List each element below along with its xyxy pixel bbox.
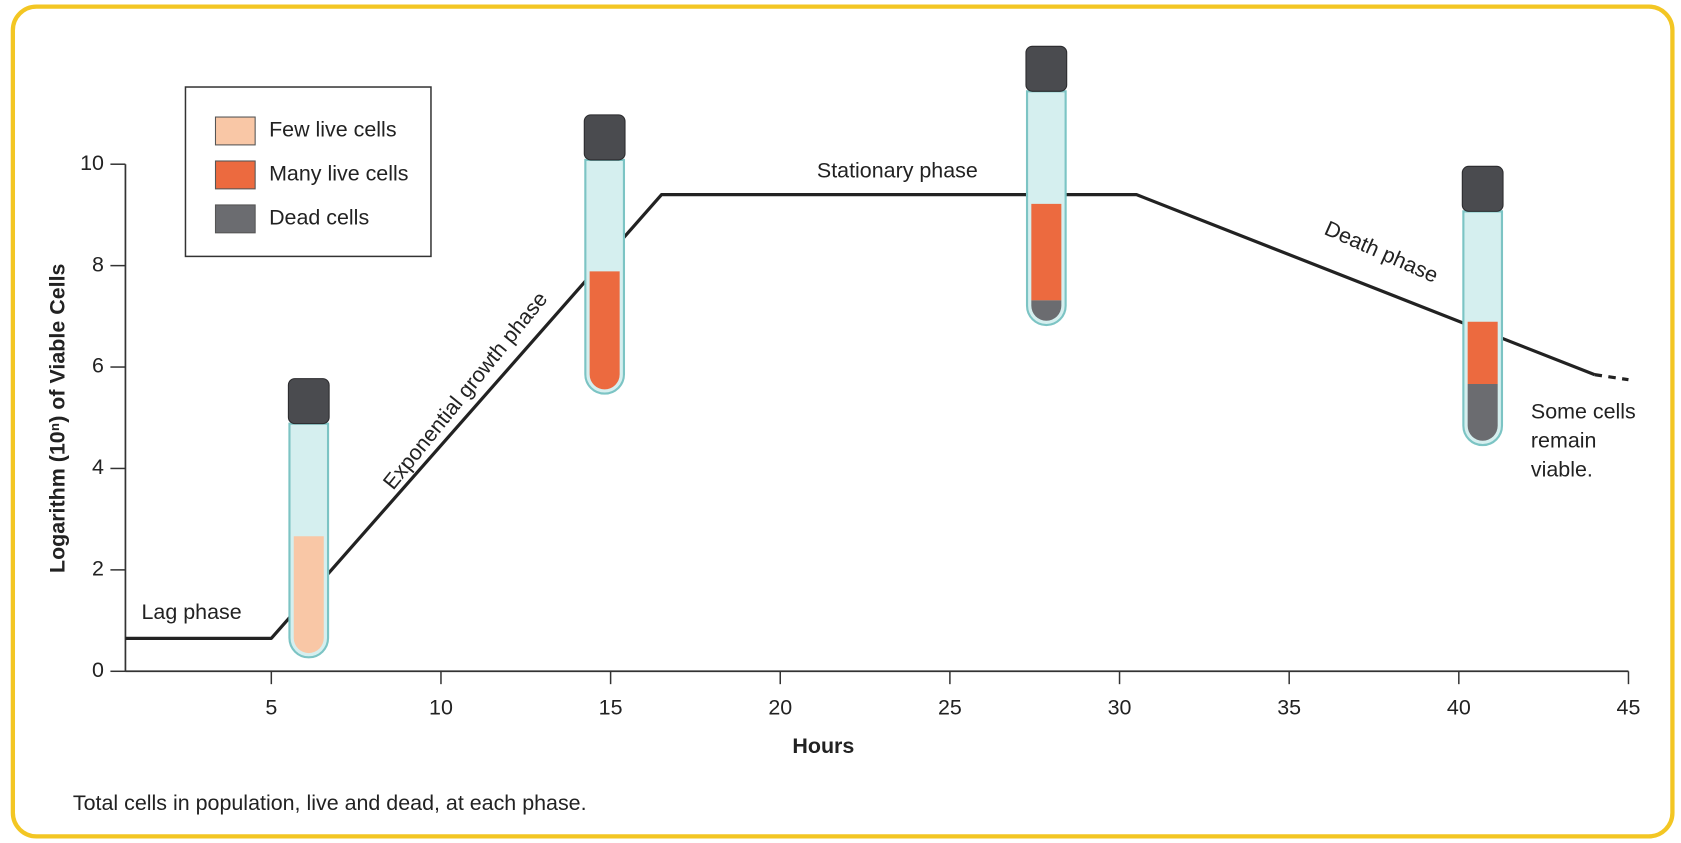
y-tick-label: 0: [92, 658, 104, 682]
x-tick-label: 5: [265, 695, 277, 719]
legend-label: Few live cells: [269, 118, 396, 142]
note-line: Some cells: [1531, 400, 1636, 424]
x-tick-label: 20: [768, 695, 792, 719]
x-axis-title: Hours: [792, 734, 854, 758]
tube-cap: [1461, 165, 1504, 212]
tube-contents: [589, 271, 620, 390]
y-tick-label: 4: [92, 455, 104, 479]
tube-cap: [1025, 45, 1068, 92]
legend-swatch: [214, 204, 256, 234]
growth-curve: [125, 193, 1596, 640]
x-tick-label: 35: [1277, 695, 1301, 719]
tube-contents: [293, 536, 324, 654]
x-tick-label: 30: [1108, 695, 1132, 719]
y-tick-label: 6: [92, 354, 104, 378]
y-tick-label: 10: [80, 151, 104, 175]
x-tick-label: 45: [1617, 695, 1641, 719]
note-line: remain: [1531, 429, 1597, 453]
tube-contents: [1467, 383, 1498, 441]
legend-label: Dead cells: [269, 206, 369, 230]
caption: Total cells in population, live and dead…: [73, 791, 587, 815]
x-tick-label: 15: [599, 695, 623, 719]
tube-contents: [1467, 321, 1498, 384]
legend-swatch: [214, 116, 256, 146]
y-axis-title: Logarithm (10ⁿ) of Viable Cells: [46, 263, 70, 573]
y-tick-label: 2: [92, 557, 104, 581]
phase-label: Lag phase: [142, 600, 242, 624]
tube-cap: [583, 114, 626, 161]
tube-contents: [1031, 203, 1062, 301]
x-tick-label: 25: [938, 695, 962, 719]
phase-label: Stationary phase: [817, 158, 978, 182]
y-tick-label: 8: [92, 252, 104, 276]
tube-cap: [287, 378, 330, 425]
curve-extension: [1594, 373, 1629, 382]
note-line: viable.: [1531, 457, 1593, 481]
legend-swatch: [214, 160, 256, 190]
x-tick-label: 10: [429, 695, 453, 719]
tube-contents: [1031, 300, 1062, 321]
x-tick-label: 40: [1447, 695, 1471, 719]
legend-label: Many live cells: [269, 162, 408, 186]
